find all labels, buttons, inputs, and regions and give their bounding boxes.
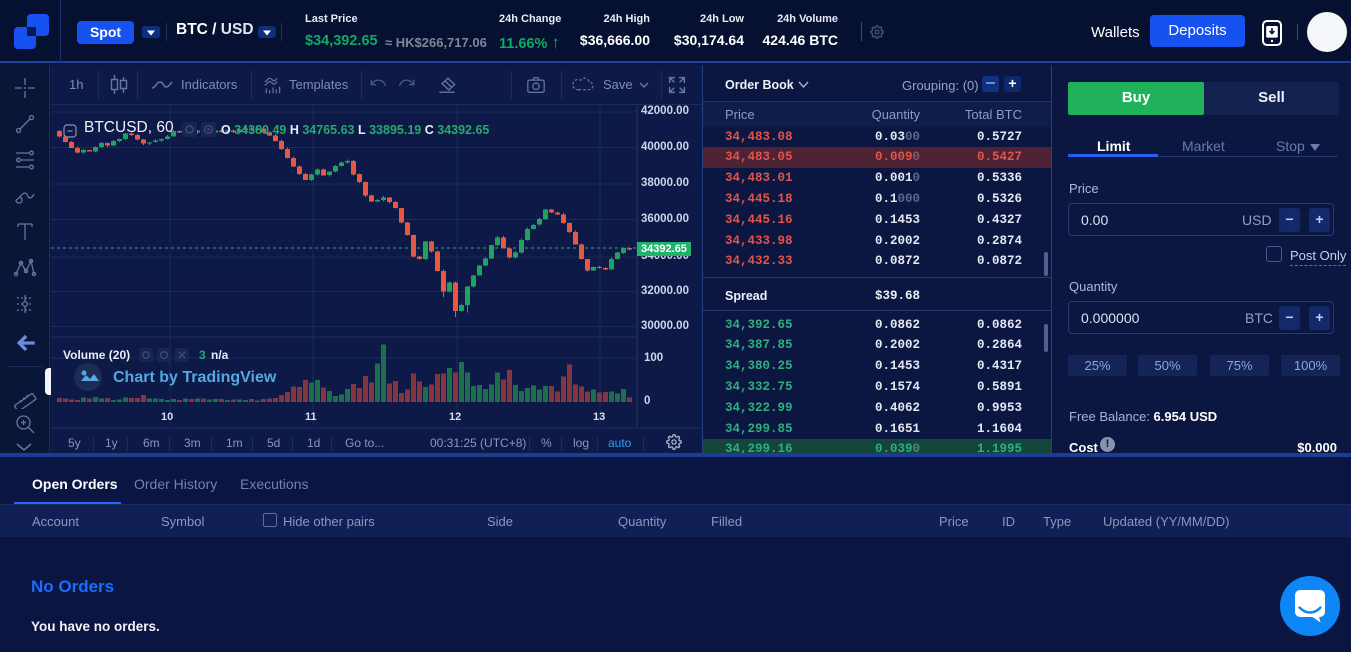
- svg-text:Chart by TradingView: Chart by TradingView: [113, 369, 277, 386]
